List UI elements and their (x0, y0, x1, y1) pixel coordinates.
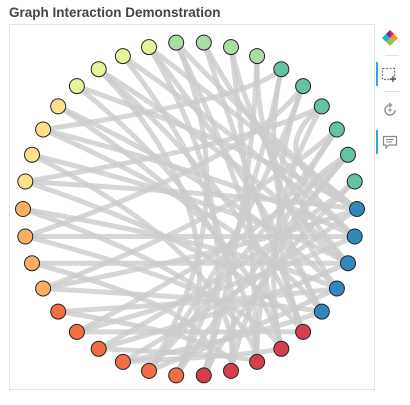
graph-edge[interactable] (97, 67, 306, 333)
graph-node[interactable] (114, 353, 131, 370)
graph-edge[interactable] (121, 206, 359, 365)
graph-node[interactable] (141, 362, 157, 379)
graph-edge[interactable] (24, 84, 306, 239)
graph-node[interactable] (24, 255, 40, 272)
graph-node[interactable] (328, 280, 345, 297)
graph-edge[interactable] (75, 152, 350, 335)
graph-edge[interactable] (271, 105, 324, 350)
graph-edge[interactable] (42, 127, 339, 291)
graph-node[interactable] (17, 228, 34, 245)
graph-node[interactable] (313, 303, 330, 320)
graph-node[interactable] (50, 303, 67, 320)
graph-node[interactable] (195, 367, 212, 384)
graph-node[interactable] (340, 146, 356, 163)
graph-edge[interactable] (147, 128, 339, 373)
graph-node[interactable] (68, 78, 85, 95)
graph-node[interactable] (50, 98, 67, 115)
graph-node[interactable] (273, 340, 290, 357)
graph-node[interactable] (346, 173, 363, 190)
graph-edge[interactable] (75, 84, 260, 363)
reset-tool[interactable] (376, 96, 404, 124)
graph-node[interactable] (195, 34, 212, 51)
graph-edge[interactable] (42, 67, 284, 132)
graph-node[interactable] (249, 48, 266, 65)
graph-edge[interactable] (201, 179, 357, 377)
graph-edge[interactable] (293, 104, 359, 212)
reset-icon (384, 102, 396, 116)
graph-node[interactable] (35, 121, 52, 138)
box-select-tool[interactable] (376, 60, 404, 88)
graph-node[interactable] (223, 362, 239, 379)
graph-node[interactable] (328, 121, 345, 138)
graph-node[interactable] (223, 39, 239, 56)
graph-edge[interactable] (97, 179, 357, 351)
graph-node[interactable] (349, 201, 365, 217)
graph-node[interactable] (68, 323, 85, 340)
graph-node[interactable] (346, 228, 363, 245)
graph-edge[interactable] (30, 152, 235, 372)
edges-layer (22, 40, 359, 377)
graph-node[interactable] (35, 280, 52, 297)
graph-node[interactable] (17, 173, 34, 190)
plot-area[interactable] (9, 24, 375, 390)
graph-node[interactable] (141, 39, 157, 56)
graph-node[interactable] (168, 367, 185, 384)
graph-node[interactable] (340, 255, 356, 272)
graph-node[interactable] (295, 78, 312, 95)
graph-edge[interactable] (122, 309, 323, 365)
box-select-icon (381, 67, 396, 82)
graph-edge[interactable] (22, 206, 260, 363)
graph-edge[interactable] (146, 41, 210, 373)
graph-edge[interactable] (299, 152, 350, 266)
graph-node[interactable] (24, 146, 40, 163)
graph-node[interactable] (90, 340, 107, 357)
graph-edge[interactable] (24, 104, 323, 184)
graph-node[interactable] (90, 61, 107, 78)
graph-node[interactable] (313, 98, 330, 115)
graph-node[interactable] (273, 61, 290, 78)
hover-tool[interactable] (376, 128, 404, 156)
graph-node[interactable] (15, 201, 31, 217)
toolbar (376, 24, 404, 154)
graph-node[interactable] (114, 48, 131, 65)
graph-edge[interactable] (174, 153, 350, 377)
graph-edge[interactable] (42, 127, 356, 239)
graph-node[interactable] (168, 34, 185, 51)
bokeh-logo-icon[interactable] (376, 24, 404, 52)
nodes-layer (15, 34, 365, 384)
graph-node[interactable] (249, 353, 266, 370)
chart-title: Graph Interaction Demonstration (9, 5, 221, 20)
speech-bubble-icon (382, 135, 398, 150)
graph-edge[interactable] (146, 85, 306, 373)
graph-canvas[interactable] (10, 25, 374, 389)
graph-node[interactable] (295, 323, 312, 340)
